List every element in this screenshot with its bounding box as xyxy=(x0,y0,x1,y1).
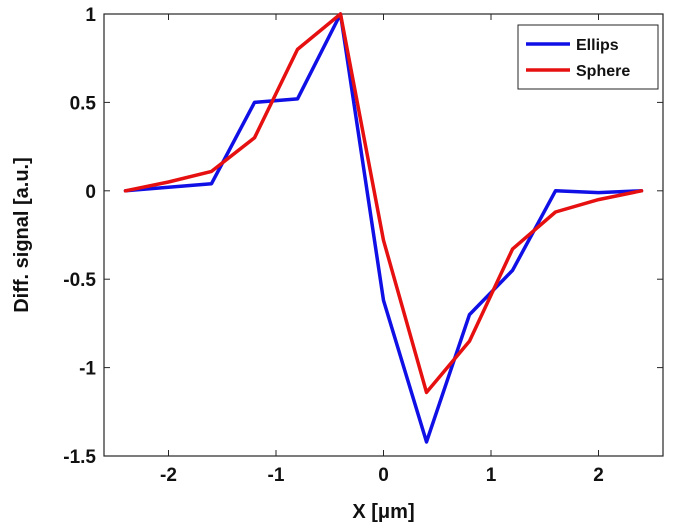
x-tick-label: 1 xyxy=(486,465,497,486)
y-tick-label: 0.5 xyxy=(70,93,97,114)
y-axis-label: Diff. signal [a.u.] xyxy=(11,157,33,313)
series-line-sphere xyxy=(123,12,644,395)
y-tick-label: -1 xyxy=(79,359,96,380)
x-tick-label: -1 xyxy=(268,465,285,486)
ticks-layer: -2 -1 0 1 2 -1.5 -1 -0.5 0 0.5 1 xyxy=(63,5,663,486)
x-tick-label: 0 xyxy=(378,465,389,486)
x-tick-label: -2 xyxy=(160,465,177,486)
x-tick-label: 2 xyxy=(593,465,604,486)
y-tick-label: -0.5 xyxy=(63,270,96,291)
legend: Ellips Sphere xyxy=(517,24,659,90)
x-axis-label: X [μm] xyxy=(352,501,414,523)
series-line-ellips xyxy=(123,12,644,444)
legend-label-sphere: Sphere xyxy=(576,63,630,80)
series-layer xyxy=(123,12,644,444)
y-tick-label: 0 xyxy=(85,182,96,203)
y-tick-label: -1.5 xyxy=(63,447,96,468)
legend-box xyxy=(517,24,659,90)
legend-label-ellips: Ellips xyxy=(576,37,619,54)
y-tick-label: 1 xyxy=(85,5,96,26)
